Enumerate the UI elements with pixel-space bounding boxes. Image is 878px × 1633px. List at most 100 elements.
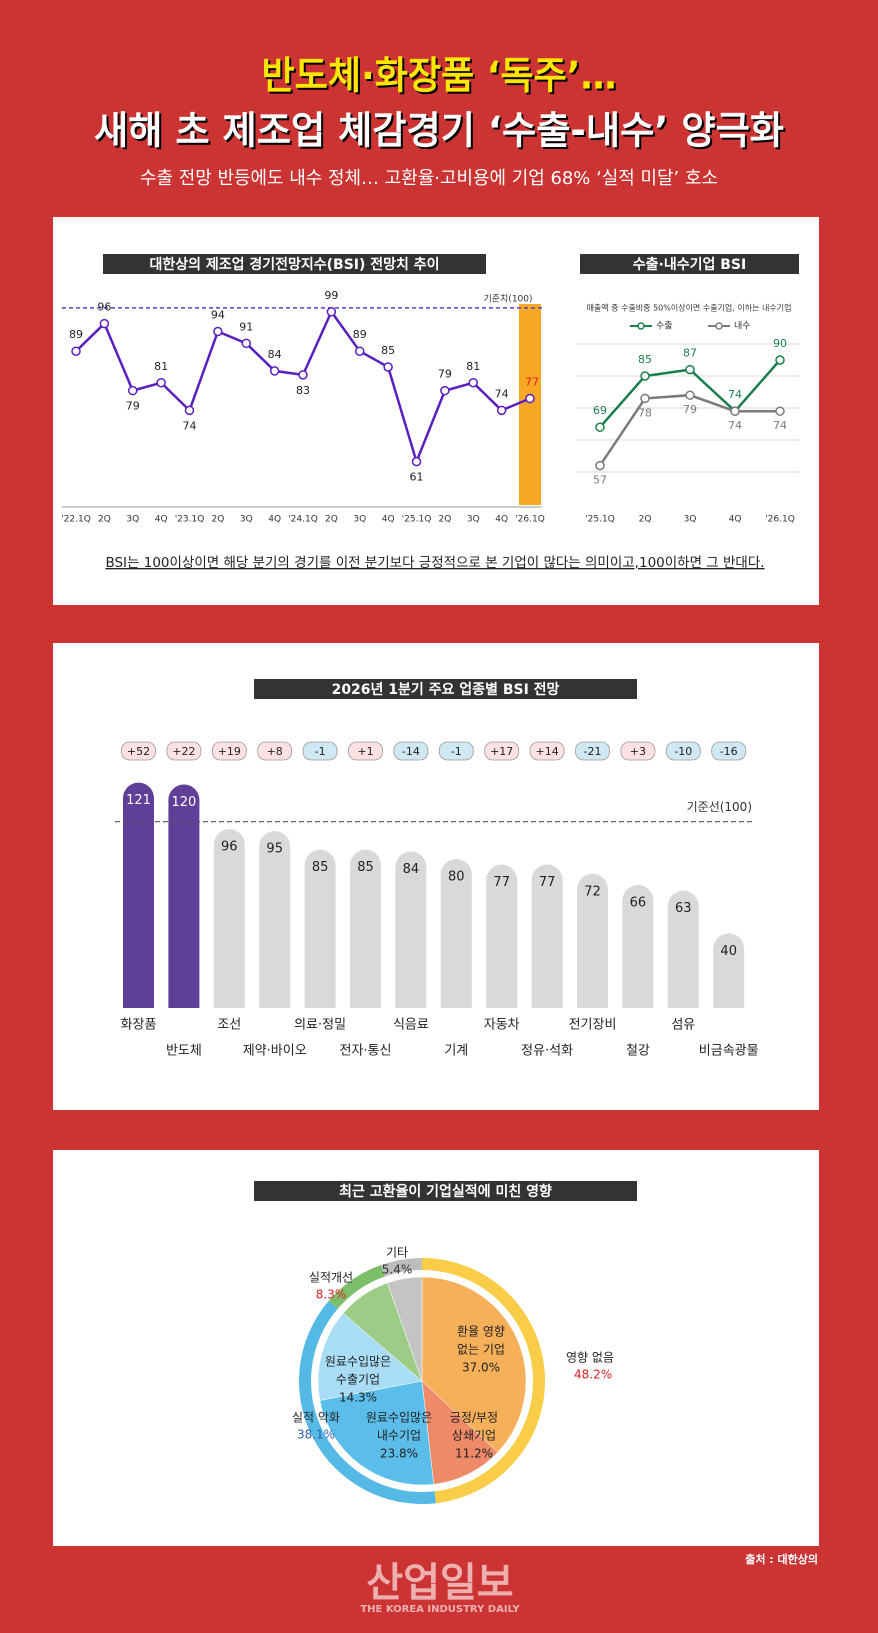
data-label: 96 xyxy=(97,301,111,314)
point xyxy=(156,378,166,388)
title-line2: 새해 초 제조업 체감경기 ‘수출-내수’ 양극화 xyxy=(94,109,784,153)
x-tick-label: 2Q xyxy=(98,515,111,525)
x-tick-label: '23.1Q xyxy=(175,515,205,525)
change-pill xyxy=(438,741,474,761)
x-tick-label: 기계 xyxy=(444,1044,468,1059)
legend-marker xyxy=(637,322,645,330)
data-label: 94 xyxy=(211,308,225,321)
data-label: 79 xyxy=(126,400,140,413)
change-pill xyxy=(121,741,156,761)
x-tick-label: 철강 xyxy=(626,1044,650,1059)
point xyxy=(685,390,695,400)
point xyxy=(241,338,251,349)
data-label: 96 xyxy=(221,840,238,855)
change-label: +17 xyxy=(490,745,513,758)
data-label: 85 xyxy=(312,860,329,875)
point xyxy=(496,405,507,416)
x-tick-label: 섬유 xyxy=(671,1018,695,1033)
x-tick-label: '22.1Q xyxy=(61,515,91,525)
change-label: -16 xyxy=(720,745,738,758)
chart-title: 수출·내수기업 BSI xyxy=(633,256,746,273)
pie-wedge xyxy=(317,1312,423,1401)
bar xyxy=(577,873,608,1008)
data-label: 80 xyxy=(448,869,465,884)
x-tick-label: 3Q xyxy=(467,515,480,525)
title-line1: 반도체·화장품 ‘독주’… xyxy=(262,54,617,98)
x-tick-label: 반도체 xyxy=(166,1044,202,1059)
part-value-label: 37.0% xyxy=(462,1361,500,1375)
group-label: 실적 악화 xyxy=(292,1411,340,1425)
group-value-label: 48.2% xyxy=(574,1368,612,1382)
x-tick-label: '25.1Q xyxy=(402,515,432,525)
change-pill xyxy=(393,741,429,761)
x-tick-label: 2Q xyxy=(325,515,338,525)
pie-wedge xyxy=(421,1276,527,1453)
data-label: 91 xyxy=(239,320,253,333)
change-label: +3 xyxy=(630,745,646,758)
change-pill xyxy=(257,741,293,761)
point xyxy=(640,371,650,381)
change-pill xyxy=(620,741,656,761)
part-label: 상쇄기업 xyxy=(452,1429,496,1443)
change-pill xyxy=(711,741,747,761)
x-tick-label: 3Q xyxy=(684,515,697,525)
x-tick-label: 자동차 xyxy=(484,1018,520,1033)
point xyxy=(383,362,393,372)
data-label: 66 xyxy=(630,896,647,911)
x-tick-label: 3Q xyxy=(240,515,253,525)
bar xyxy=(713,933,745,1008)
x-tick-label: 4Q xyxy=(268,515,281,525)
part-value-label: 23.8% xyxy=(380,1447,418,1461)
x-tick-label: 비금속광물 xyxy=(699,1044,759,1059)
bar xyxy=(304,849,336,1008)
part-value-label: 11.2% xyxy=(455,1447,493,1461)
part-label: 없는 기업 xyxy=(457,1343,505,1357)
point xyxy=(411,456,422,467)
bar xyxy=(667,890,699,1008)
title-bar xyxy=(254,1181,637,1201)
change-label: -21 xyxy=(584,745,602,758)
bar xyxy=(259,831,291,1008)
change-label: +22 xyxy=(172,745,195,758)
point xyxy=(71,346,81,356)
x-tick-label: 4Q xyxy=(495,515,508,525)
data-label: 95 xyxy=(266,842,283,857)
data-label: 63 xyxy=(675,901,692,916)
x-tick-label: '25.1Q xyxy=(585,515,615,525)
legend-marker xyxy=(715,322,723,330)
data-label: 79 xyxy=(683,403,697,416)
x-tick-label: '26.1Q xyxy=(765,515,795,525)
x-tick-label: 3Q xyxy=(353,515,366,525)
change-label: +19 xyxy=(218,745,241,758)
chart-subtitle: 매출액 중 수출비중 50%이상이면 수출기업, 이하는 내수기업 xyxy=(587,303,792,313)
x-tick-label: 4Q xyxy=(155,515,168,525)
reference-label: 기준치(100) xyxy=(483,292,532,304)
data-label: 90 xyxy=(773,337,787,350)
change-pill xyxy=(484,741,520,761)
legend-label: 내수 xyxy=(734,321,751,332)
point xyxy=(775,355,785,365)
change-pill xyxy=(529,741,565,761)
bar xyxy=(440,858,472,1008)
point xyxy=(525,393,535,404)
x-tick-label: 2Q xyxy=(211,515,224,525)
bar xyxy=(531,864,563,1008)
data-label: 74 xyxy=(728,419,742,432)
point xyxy=(440,385,450,396)
data-label: 81 xyxy=(466,360,480,373)
x-tick-label: 4Q xyxy=(382,515,395,525)
data-label: 121 xyxy=(126,793,151,808)
data-label: 57 xyxy=(593,474,607,487)
part-label: 원료수입많은 xyxy=(366,1411,432,1425)
part-label: 수출기업 xyxy=(336,1373,380,1387)
chart-title: 최근 고환율이 기업실적에 미친 영향 xyxy=(339,1183,552,1200)
group-label: 실적개선 xyxy=(309,1271,353,1285)
bar xyxy=(213,829,245,1008)
point xyxy=(595,460,605,471)
logo-sub: THE KOREA INDUSTRY DAILY xyxy=(360,1604,520,1615)
data-label: 87 xyxy=(683,347,697,360)
data-label: 61 xyxy=(410,471,424,484)
bar xyxy=(486,864,518,1008)
point xyxy=(640,393,650,404)
